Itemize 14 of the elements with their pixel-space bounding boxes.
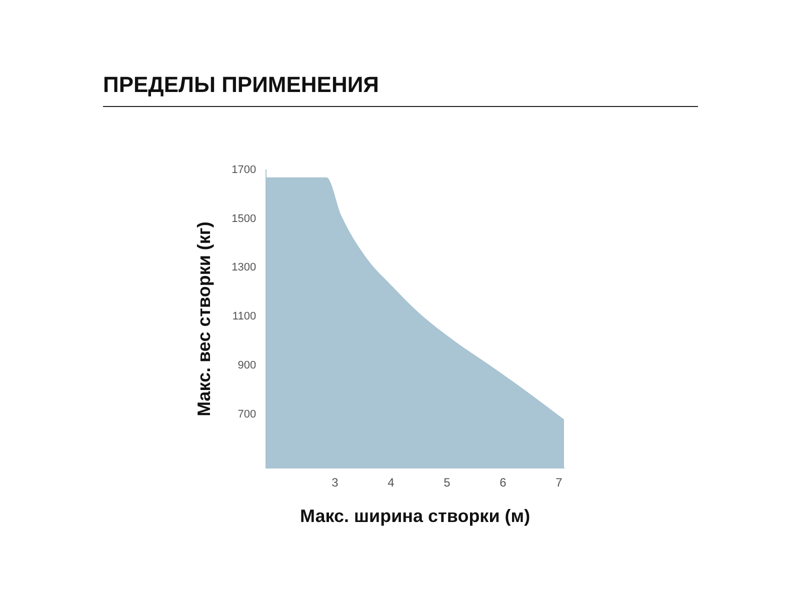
x-tick-label: 6	[500, 476, 507, 490]
x-tick-label: 5	[444, 476, 451, 490]
y-tick-label: 1700	[232, 164, 256, 176]
x-tick-label: 3	[332, 476, 339, 490]
chart-title: ПРЕДЕЛЫ ПРИМЕНЕНИЯ	[103, 72, 379, 98]
y-tick-label: 900	[238, 359, 256, 372]
y-axis-title: Макс. вес створки (кг)	[194, 222, 214, 416]
y-tick-label: 1500	[232, 212, 256, 225]
x-axis-title: Макс. ширина створки (м)	[300, 506, 530, 526]
y-tick-label: 1100	[232, 310, 256, 323]
y-tick-label: 1300	[232, 262, 256, 274]
x-tick-label: 4	[388, 476, 395, 490]
x-tick-label: 7	[556, 476, 563, 490]
y-tick-label: 700	[238, 408, 256, 420]
